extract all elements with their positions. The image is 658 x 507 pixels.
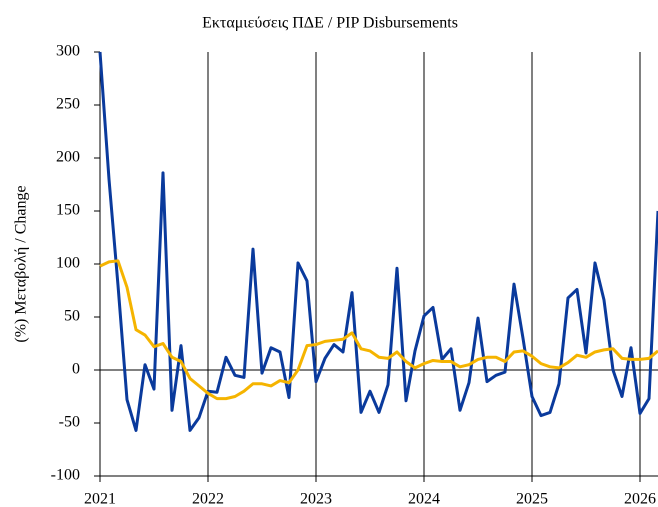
y-tick-label: 300: [56, 43, 80, 60]
y-tick-label: -100: [51, 467, 80, 484]
x-tick-label: 2023: [300, 491, 332, 507]
x-tick-label: 2026: [624, 491, 656, 507]
x-tick-label: 2021: [84, 491, 116, 507]
y-axis-label: (%) Μεταβολή / Change: [13, 185, 30, 342]
x-tick-label: 2025: [516, 491, 548, 507]
y-tick-label: 100: [56, 255, 80, 272]
x-tick-label: 2024: [408, 491, 440, 507]
line-series: [99, 259, 658, 401]
y-tick-label: 150: [56, 202, 80, 219]
y-tick-label: 200: [56, 149, 80, 166]
y-tick-label: 250: [56, 96, 80, 113]
y-tick-label: -50: [59, 414, 80, 431]
y-tick-label: 50: [64, 308, 80, 325]
x-tick-label: 2022: [192, 491, 224, 507]
chart-title: Εκταμιεύσεις ΠΔΕ / PIP Disbursements: [202, 15, 458, 32]
y-tick-label: 0: [72, 361, 80, 378]
line-series: [98, 51, 658, 432]
